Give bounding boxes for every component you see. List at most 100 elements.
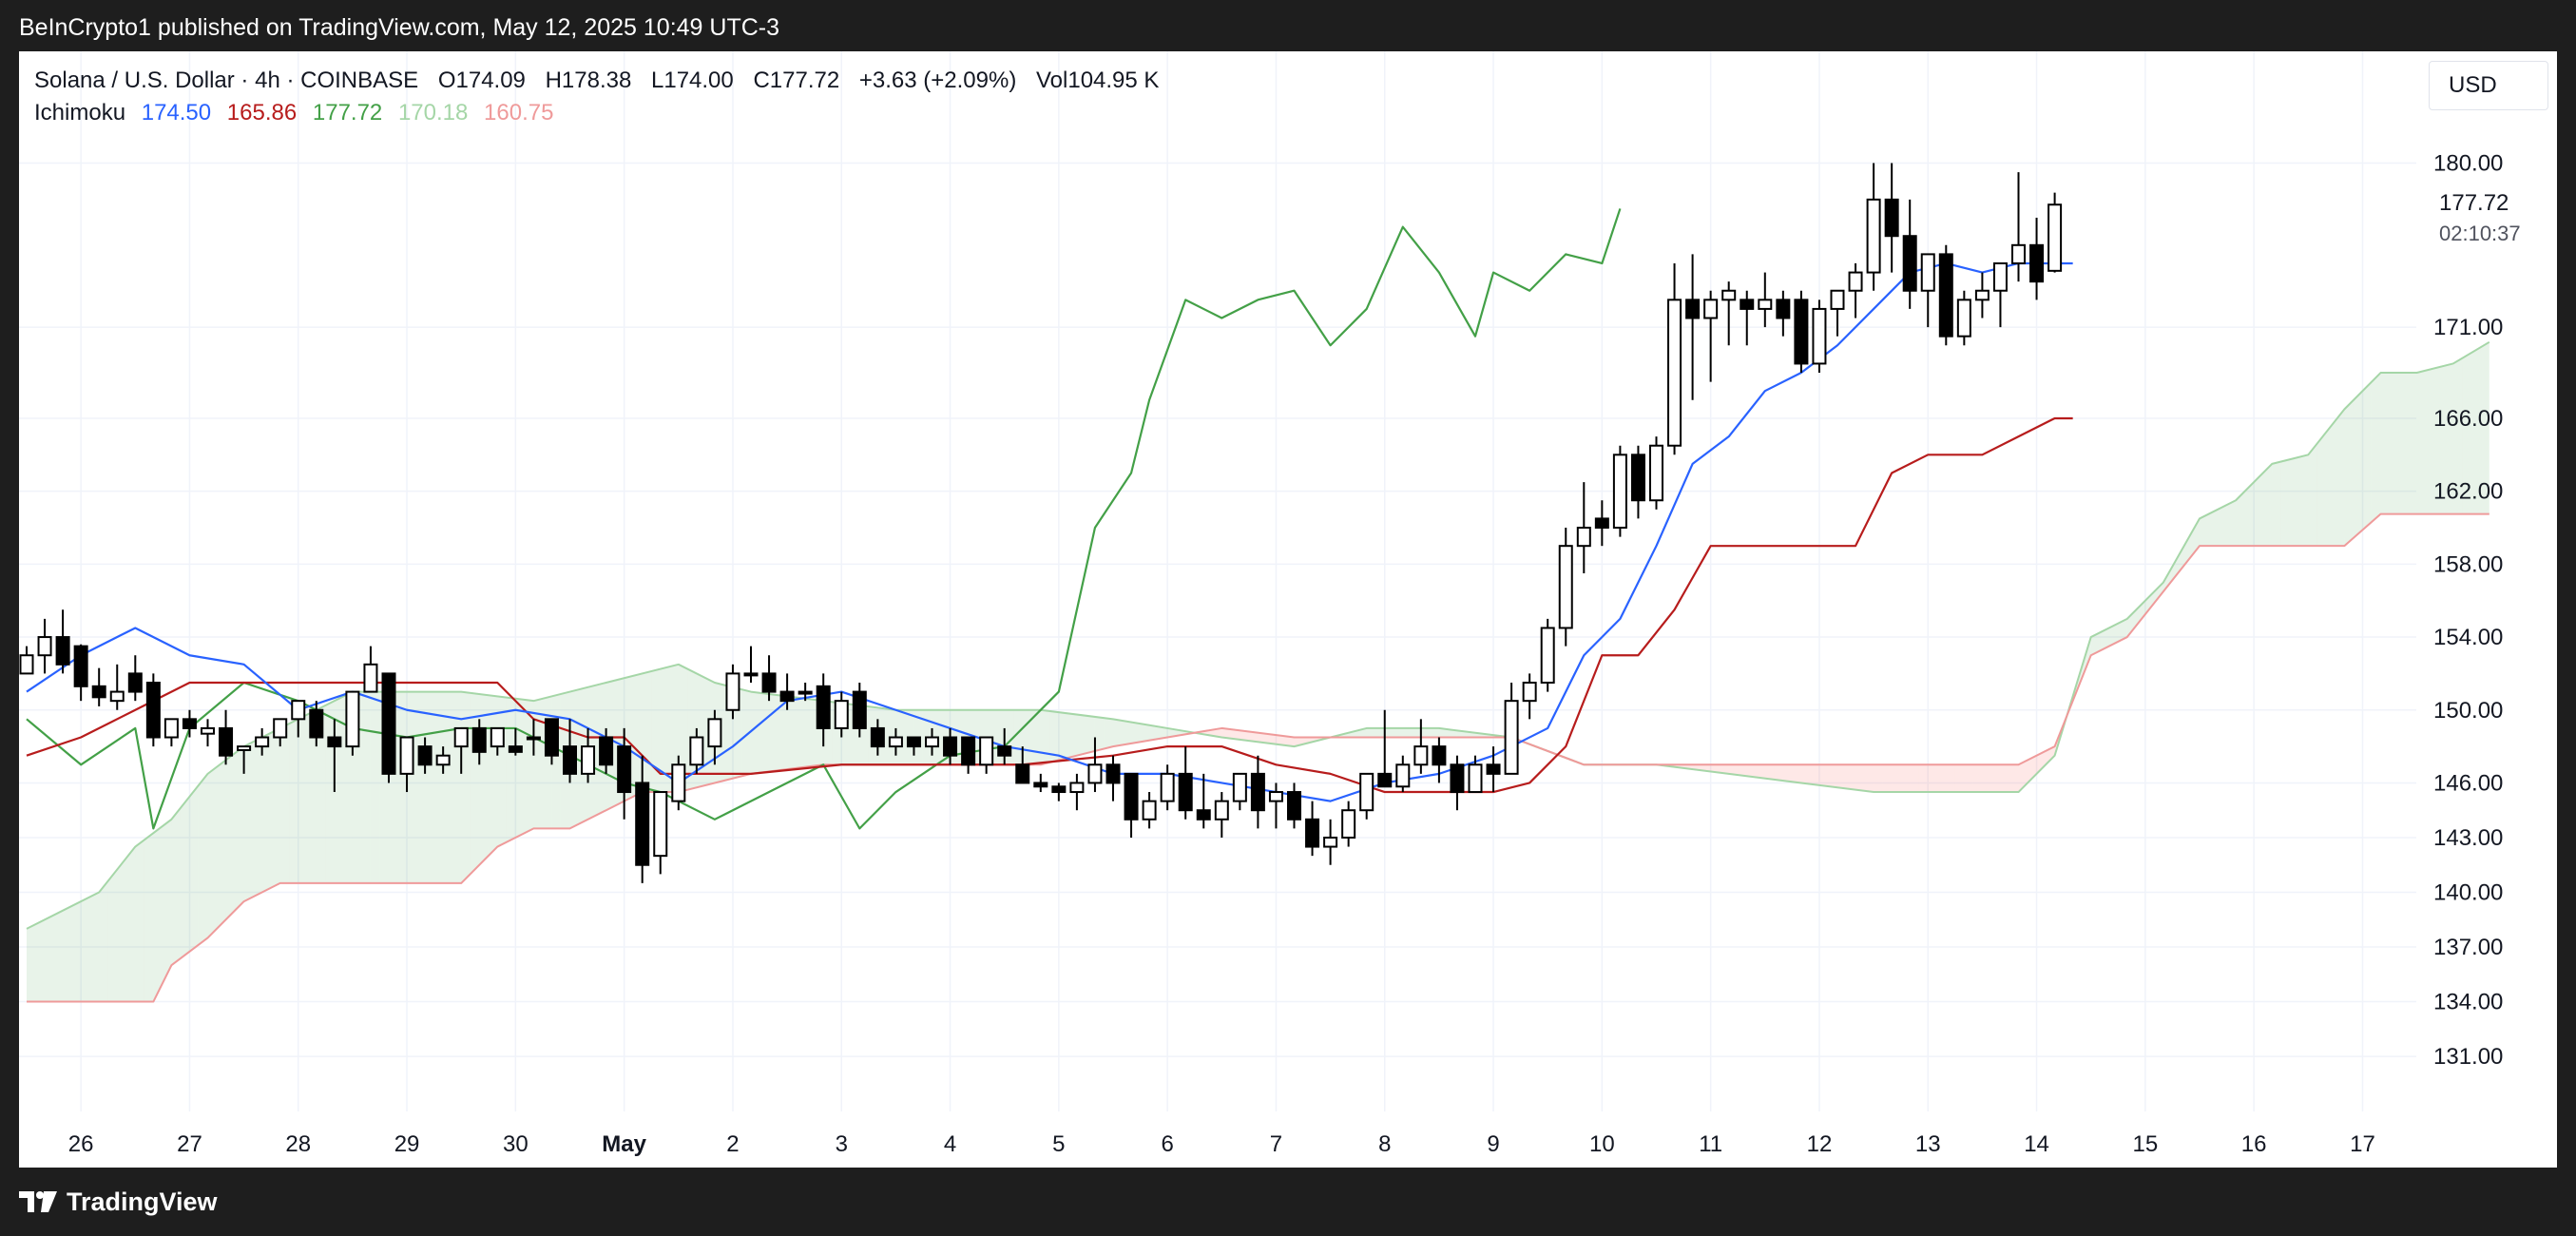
- price-chart[interactable]: 26 27 28 29 30 May 2 3 4 5 6 7 8 9 10 11 12 13 14 15 16 17 18…: [19, 51, 2557, 1168]
- cloud-segment-bullish: [533, 698, 543, 829]
- candle: [1341, 801, 1356, 847]
- candle-body-down: [1776, 299, 1791, 319]
- candle: [182, 709, 197, 738]
- time-tick-label: 11: [1699, 1131, 1722, 1157]
- cloud-segment-bearish: [1782, 764, 1793, 782]
- candle-body-down: [1630, 454, 1645, 502]
- candle-body-down: [1051, 785, 1067, 794]
- candle-body-up: [581, 745, 596, 775]
- cloud-segment-bullish: [99, 880, 108, 1002]
- chart-panel[interactable]: 26 27 28 29 30 May 2 3 4 5 6 7 8 9 10 11 12 13 14 15 16 17 18…: [19, 51, 2557, 1168]
- cloud-segment-bullish: [1438, 727, 1449, 738]
- candle-body-up: [1160, 772, 1175, 802]
- candle-body-down: [1432, 745, 1447, 766]
- cloud-segment-bullish: [298, 714, 308, 883]
- candle: [1956, 290, 1971, 346]
- cloud-segment-bearish: [1764, 764, 1775, 780]
- candle-body-down: [1287, 791, 1301, 821]
- candle: [1776, 290, 1791, 337]
- candle: [2047, 192, 2063, 273]
- candle-body-up: [925, 736, 939, 748]
- cloud-segment-bullish: [678, 664, 688, 793]
- cloud-segment-bullish: [2254, 473, 2263, 547]
- candle: [55, 609, 70, 674]
- candle-body-up: [399, 736, 414, 775]
- candle-body-up: [888, 736, 903, 748]
- cloud-segment-bullish: [2344, 399, 2354, 547]
- cloud-segment-bearish: [1928, 764, 1937, 793]
- cloud-segment-bullish: [2316, 432, 2327, 547]
- candle: [1522, 673, 1537, 720]
- candle: [761, 655, 777, 702]
- cloud-segment-bullish: [461, 691, 471, 883]
- cloud-segment-bullish: [279, 724, 290, 883]
- base-line-value: 165.86: [226, 100, 298, 126]
- candle-body-down: [1902, 235, 1917, 292]
- candle-body-down: [1015, 763, 1030, 784]
- time-tick-label: 15: [2132, 1131, 2158, 1157]
- currency-button[interactable]: USD: [2429, 61, 2548, 110]
- cloud-segment-bullish: [1448, 729, 1457, 738]
- candle: [1033, 773, 1048, 793]
- candle-body-down: [417, 745, 433, 766]
- candle: [689, 727, 704, 774]
- cloud-segment-bullish: [488, 695, 498, 857]
- time-tick-label: 5: [1052, 1131, 1065, 1157]
- cloud-segment-bullish: [135, 840, 144, 1002]
- cloud-segment-bullish: [443, 691, 452, 883]
- candle: [1884, 163, 1899, 273]
- cloud-segment-bullish: [2452, 357, 2463, 514]
- candle: [508, 727, 523, 756]
- candle-body-down: [327, 736, 342, 748]
- cloud-segment-bullish: [1113, 719, 1123, 747]
- symbol-name[interactable]: Solana / U.S. Dollar · 4h · COINBASE: [34, 68, 419, 93]
- cloud-segment-bullish: [642, 671, 652, 793]
- cloud-segment-bearish: [1918, 764, 1929, 793]
- cloud-segment-bullish: [515, 698, 525, 838]
- cloud-segment-bullish: [2362, 381, 2372, 531]
- cloud-segment-bullish: [162, 819, 172, 984]
- candle-body-down: [1250, 772, 1265, 812]
- cloud-segment-bullish: [2426, 368, 2435, 514]
- candle-body-up: [1468, 763, 1483, 794]
- price-tick-label: 134.00: [2433, 990, 2503, 1015]
- candle: [1486, 746, 1501, 793]
- cloud-segment-bullish: [2444, 363, 2453, 514]
- cloud-segment-bearish: [1756, 764, 1765, 779]
- cloud-segment-bearish: [1276, 735, 1285, 745]
- candle: [1015, 746, 1030, 784]
- candle-body-down: [1305, 818, 1320, 848]
- candle: [273, 718, 288, 747]
- candle: [1721, 281, 1737, 346]
- candle-body-down: [127, 672, 143, 693]
- cloud-segment-bullish: [243, 742, 254, 902]
- candle: [725, 664, 740, 720]
- cloud-segment-bullish: [2470, 347, 2481, 514]
- price-tick-label: 137.00: [2433, 935, 2503, 960]
- candle-body-down: [1486, 763, 1501, 775]
- cloud-segment-bullish: [2136, 600, 2145, 627]
- cloud-segment-bearish: [1982, 764, 1991, 793]
- price-axis[interactable]: 180.00 171.00 166.00 162.00 158.00 154.00 150.…: [2433, 151, 2521, 1071]
- cloud-segment-bullish: [1412, 727, 1421, 738]
- candle: [490, 726, 505, 756]
- candle: [237, 745, 252, 774]
- cloud-segment-bearish: [1240, 730, 1249, 742]
- candle-body-up: [1413, 745, 1429, 766]
- time-axis[interactable]: 26 27 28 29 30 May 2 3 4 5 6 7 8 9 10 11 12 13 14 15 16 17: [68, 1131, 2375, 1157]
- candle: [1612, 445, 1627, 537]
- candle: [1902, 199, 1917, 309]
- candle: [834, 691, 849, 738]
- cloud-segment-bearish: [1946, 764, 1955, 793]
- cloud-segment-bullish: [45, 915, 54, 1002]
- candle: [599, 727, 614, 774]
- time-tick-label: 2: [726, 1131, 739, 1157]
- candle-body-down: [1685, 299, 1701, 319]
- candle: [201, 719, 215, 747]
- candle-body-up: [1087, 763, 1103, 784]
- cloud-segment-bullish: [497, 696, 507, 847]
- indicator-name[interactable]: Ichimoku: [34, 100, 126, 126]
- candle: [671, 755, 686, 811]
- cloud-segment-bullish: [433, 691, 444, 883]
- tradingview-logo[interactable]: TradingView: [19, 1188, 218, 1217]
